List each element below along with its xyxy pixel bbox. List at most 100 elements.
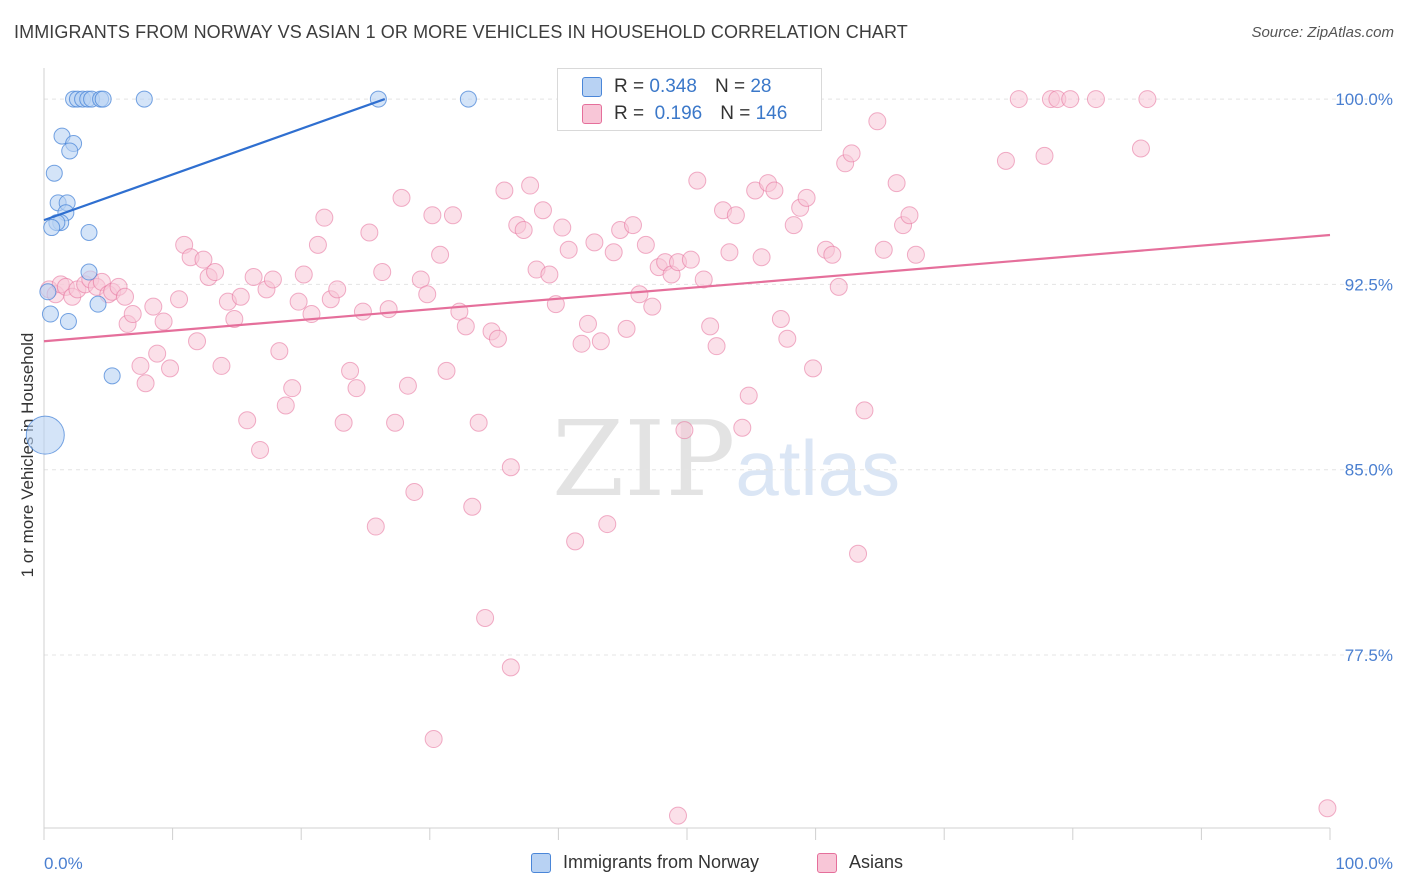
asians-point bbox=[405, 482, 424, 501]
asians-point bbox=[386, 413, 405, 432]
asians-point bbox=[392, 188, 411, 207]
asians-point bbox=[431, 245, 450, 264]
asians-point bbox=[585, 233, 604, 252]
asians-legend-swatch bbox=[817, 852, 837, 873]
asians-point bbox=[906, 245, 925, 264]
asians-point bbox=[681, 250, 700, 269]
asians-point bbox=[739, 386, 758, 405]
asians-point bbox=[540, 265, 559, 284]
asians-point bbox=[1318, 799, 1337, 818]
norway-point bbox=[103, 367, 121, 385]
asians-point bbox=[707, 337, 726, 356]
y-tick-label-2: 85.0% bbox=[1345, 461, 1393, 480]
legend-item-asians[interactable]: Asians bbox=[817, 852, 903, 873]
asians-point bbox=[379, 300, 398, 319]
asians-point bbox=[1138, 90, 1157, 109]
y-tick-label-0: 100.0% bbox=[1335, 90, 1393, 109]
asians-point bbox=[136, 374, 155, 393]
asians-point bbox=[501, 658, 520, 677]
norway-point bbox=[80, 223, 98, 241]
asians-point bbox=[154, 312, 173, 331]
asians-point bbox=[604, 243, 623, 262]
n-label: N = bbox=[714, 76, 746, 97]
asians-point bbox=[476, 608, 495, 627]
asians-point bbox=[283, 379, 302, 398]
asians-point bbox=[263, 270, 282, 289]
asians-point bbox=[572, 334, 591, 353]
legend-item-norway[interactable]: Immigrants from Norway bbox=[531, 852, 759, 873]
norway-points bbox=[25, 90, 477, 455]
norway-point bbox=[39, 283, 57, 301]
asians-point bbox=[294, 265, 313, 284]
asians-point bbox=[123, 305, 142, 324]
asians-point bbox=[874, 240, 893, 259]
asians-n-value: 146 bbox=[755, 103, 788, 124]
asians-point bbox=[720, 243, 739, 262]
asians-r-value: 0.196 bbox=[654, 103, 703, 124]
asians-point bbox=[694, 270, 713, 289]
norway-point bbox=[43, 219, 61, 237]
asians-point bbox=[553, 218, 572, 237]
asians-point bbox=[566, 532, 585, 551]
asians-point bbox=[1009, 90, 1028, 109]
asians-point bbox=[144, 297, 163, 316]
asians-point bbox=[868, 112, 887, 131]
trend-lines bbox=[43, 98, 1331, 343]
asians-point bbox=[501, 458, 520, 477]
tick-labels: 100.0% 92.5% 85.0% 77.5% 0.0% 100.0% bbox=[44, 90, 1393, 873]
asians-point bbox=[289, 292, 308, 311]
asians-point bbox=[559, 240, 578, 259]
asians-point bbox=[225, 309, 244, 328]
asians-point bbox=[423, 206, 442, 225]
stats-legend: R = 0.348 N = 28 R = 0.196 N = 146 bbox=[557, 68, 822, 131]
asians-point bbox=[726, 206, 745, 225]
asians-point bbox=[495, 181, 514, 200]
asians-point bbox=[418, 285, 437, 304]
asians-point bbox=[231, 287, 250, 306]
asians-point bbox=[463, 497, 482, 516]
asians-point bbox=[668, 806, 687, 825]
chart-title: IMMIGRANTS FROM NORWAY VS ASIAN 1 OR MOR… bbox=[14, 22, 908, 42]
asians-swatch bbox=[582, 104, 602, 124]
asians-point bbox=[804, 359, 823, 378]
asians-point bbox=[148, 344, 167, 363]
asians-point bbox=[456, 317, 475, 336]
norway-n-value: 28 bbox=[750, 76, 772, 97]
y-tick-label-3: 77.5% bbox=[1345, 646, 1393, 665]
asians-point bbox=[778, 329, 797, 348]
asians-point bbox=[443, 206, 462, 225]
asians-point bbox=[1061, 90, 1080, 109]
norway-point bbox=[135, 90, 153, 108]
asians-point bbox=[623, 216, 642, 235]
asians-point bbox=[797, 188, 816, 207]
y-tick-label-1: 92.5% bbox=[1345, 275, 1393, 294]
x-tick-label-1: 100.0% bbox=[1335, 854, 1393, 873]
norway-point bbox=[41, 305, 59, 323]
norway-point bbox=[59, 312, 77, 330]
asians-point bbox=[996, 151, 1015, 170]
asians-point bbox=[353, 302, 372, 321]
asians-point bbox=[251, 440, 270, 459]
legend-row-asians: R = 0.196 N = 146 bbox=[582, 102, 787, 126]
asians-point bbox=[188, 332, 207, 351]
asians-point bbox=[308, 235, 327, 254]
asians-point bbox=[849, 544, 868, 563]
asians-point bbox=[366, 517, 385, 536]
asians-point bbox=[373, 263, 392, 282]
asians-point bbox=[842, 144, 861, 163]
asians-point bbox=[276, 396, 295, 415]
asians-point bbox=[617, 319, 636, 338]
norway-legend-swatch bbox=[531, 852, 551, 873]
asians-point bbox=[514, 221, 533, 240]
legend-row-norway: R = 0.348 N = 28 bbox=[582, 75, 771, 99]
asians-point bbox=[823, 245, 842, 264]
asians-point bbox=[469, 413, 488, 432]
asians-point bbox=[1086, 90, 1105, 109]
asians-point bbox=[411, 270, 430, 289]
norway-point bbox=[94, 90, 112, 108]
norway-point bbox=[45, 164, 63, 182]
asians-point bbox=[437, 361, 456, 380]
asians-point bbox=[829, 277, 848, 296]
asians-point bbox=[688, 171, 707, 190]
